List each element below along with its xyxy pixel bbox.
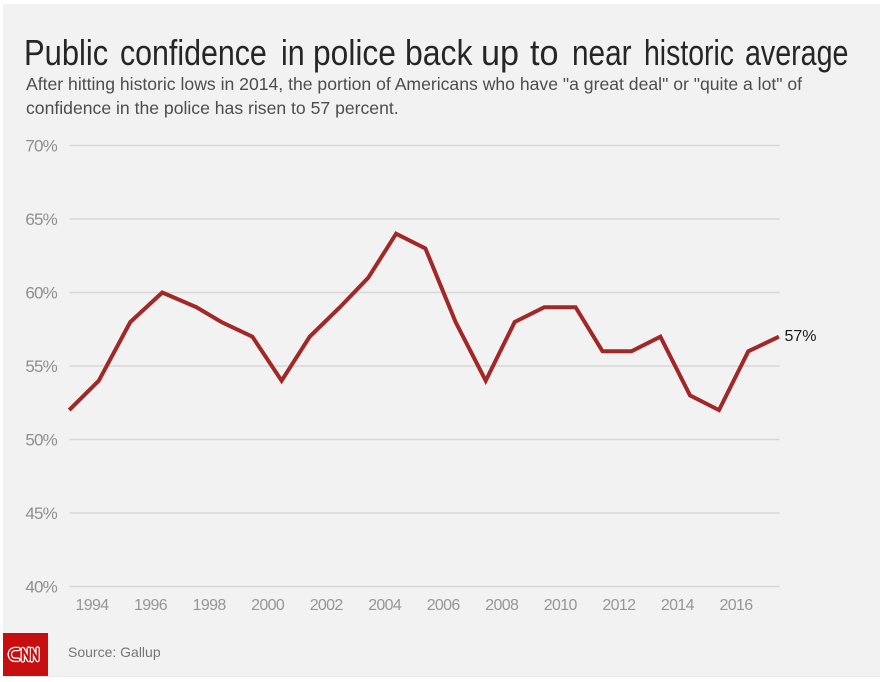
svg-text:57%: 57% — [785, 328, 817, 345]
svg-text:1996: 1996 — [134, 597, 168, 614]
svg-text:55%: 55% — [25, 357, 57, 376]
svg-text:2010: 2010 — [544, 597, 578, 614]
svg-text:50%: 50% — [25, 430, 57, 449]
svg-text:2014: 2014 — [661, 597, 695, 614]
svg-text:2004: 2004 — [368, 597, 402, 614]
svg-text:2002: 2002 — [310, 597, 344, 614]
svg-text:2000: 2000 — [251, 597, 285, 614]
svg-text:2008: 2008 — [485, 597, 519, 614]
svg-text:60%: 60% — [25, 283, 57, 302]
svg-text:65%: 65% — [25, 210, 57, 229]
svg-text:2006: 2006 — [427, 597, 461, 614]
svg-text:1994: 1994 — [76, 597, 110, 614]
svg-text:70%: 70% — [25, 136, 57, 155]
svg-text:1998: 1998 — [193, 597, 227, 614]
svg-text:40%: 40% — [25, 577, 57, 596]
svg-text:45%: 45% — [25, 504, 57, 523]
svg-text:2016: 2016 — [720, 597, 754, 614]
svg-text:2012: 2012 — [602, 597, 636, 614]
